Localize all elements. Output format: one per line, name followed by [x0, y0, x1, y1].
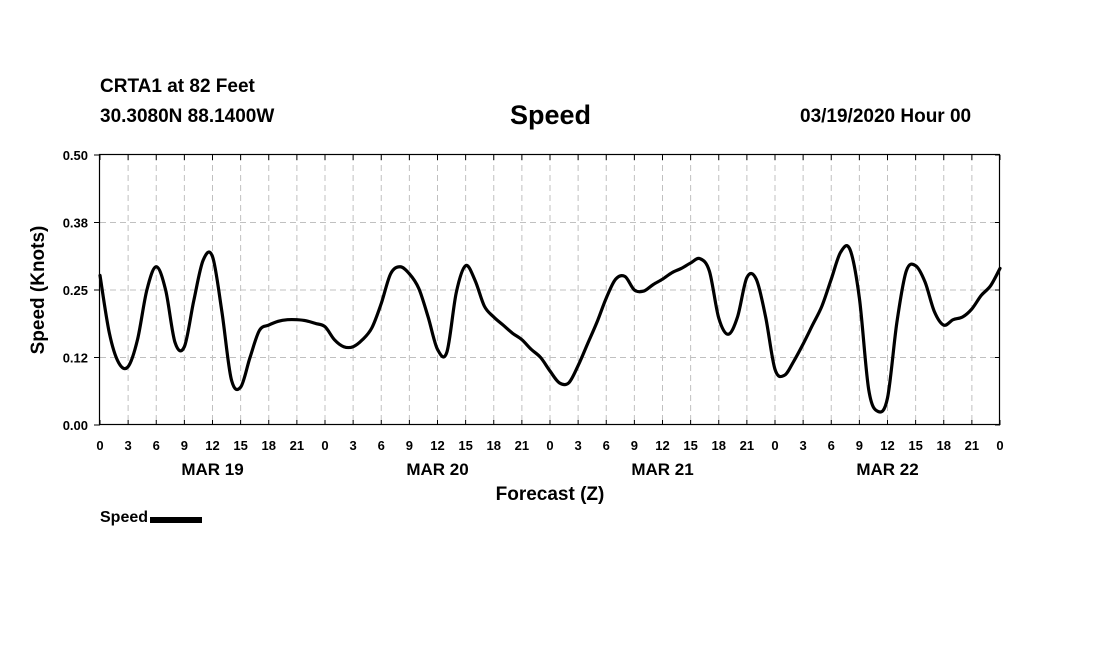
x-tick-label: 3 — [800, 438, 807, 453]
day-label: MAR 20 — [406, 460, 468, 479]
station-name: CRTA1 at 82 Feet — [100, 76, 255, 97]
x-tick-label: 18 — [937, 438, 951, 453]
x-tick-label: 18 — [262, 438, 276, 453]
speed-series-line — [98, 244, 1002, 414]
x-tick-label: 6 — [153, 438, 160, 453]
x-tick-label: 12 — [430, 438, 444, 453]
x-tick-label: 21 — [965, 438, 979, 453]
forecast-run-time: 03/19/2020 Hour 00 — [800, 106, 972, 127]
x-tick-labels: 0 3 6 9 12 15 18 21 0 3 6 9 12 15 18 21 0 3 6 9 12 15 18 21 0 3 6 9… — [96, 438, 1003, 453]
x-tick-label: 3 — [125, 438, 132, 453]
legend-label: Speed — [100, 509, 149, 526]
legend: Speed — [100, 509, 203, 527]
x-tick-label: 18 — [712, 438, 726, 453]
x-tick-label: 15 — [458, 438, 472, 453]
x-tick-label: 15 — [683, 438, 697, 453]
y-tick-label: 0.25 — [63, 283, 88, 298]
grid-lines — [100, 155, 1000, 425]
x-tick-label: 21 — [290, 438, 304, 453]
station-coordinates: 30.3080N 88.1400W — [100, 106, 275, 127]
x-tick-label: 18 — [487, 438, 501, 453]
day-labels: MAR 19 MAR 20 MAR 21 MAR 22 — [181, 460, 918, 479]
day-label: MAR 21 — [631, 460, 693, 479]
x-tick-label: 12 — [205, 438, 219, 453]
x-tick-label: 6 — [378, 438, 385, 453]
y-tick-label: 0.38 — [63, 216, 88, 231]
x-tick-label: 9 — [631, 438, 638, 453]
x-tick-label: 21 — [515, 438, 529, 453]
x-tick-label: 12 — [655, 438, 669, 453]
x-tick-label: 15 — [908, 438, 922, 453]
y-axis-title: Speed (Knots) — [28, 226, 49, 355]
x-tick-label: 6 — [603, 438, 610, 453]
x-tick-label: 21 — [740, 438, 754, 453]
x-tick-label: 6 — [828, 438, 835, 453]
y-tick-label: 0.12 — [63, 351, 88, 366]
x-tick-label: 15 — [233, 438, 247, 453]
day-label: MAR 22 — [856, 460, 918, 479]
x-tick-label: 3 — [575, 438, 582, 453]
chart-title: Speed — [510, 100, 592, 130]
x-tick-label: 3 — [350, 438, 357, 453]
legend-swatch — [150, 517, 203, 523]
y-tick-label: 0.50 — [63, 148, 88, 163]
y-tick-labels: 0.00 0.12 0.25 0.38 0.50 — [63, 148, 88, 433]
x-tick-label: 9 — [406, 438, 413, 453]
x-tick-label: 9 — [181, 438, 188, 453]
plot-frame — [98, 153, 1001, 426]
x-tick-label: 9 — [856, 438, 863, 453]
x-tick-label: 0 — [996, 438, 1003, 453]
y-tick-label: 0.00 — [63, 418, 88, 433]
x-tick-label: 0 — [321, 438, 328, 453]
x-tick-label: 12 — [880, 438, 894, 453]
series-layer — [98, 244, 1002, 414]
x-axis-title: Forecast (Z) — [496, 484, 605, 505]
day-label: MAR 19 — [181, 460, 243, 479]
x-tick-label: 0 — [96, 438, 103, 453]
x-tick-label: 0 — [771, 438, 778, 453]
x-tick-label: 0 — [546, 438, 553, 453]
